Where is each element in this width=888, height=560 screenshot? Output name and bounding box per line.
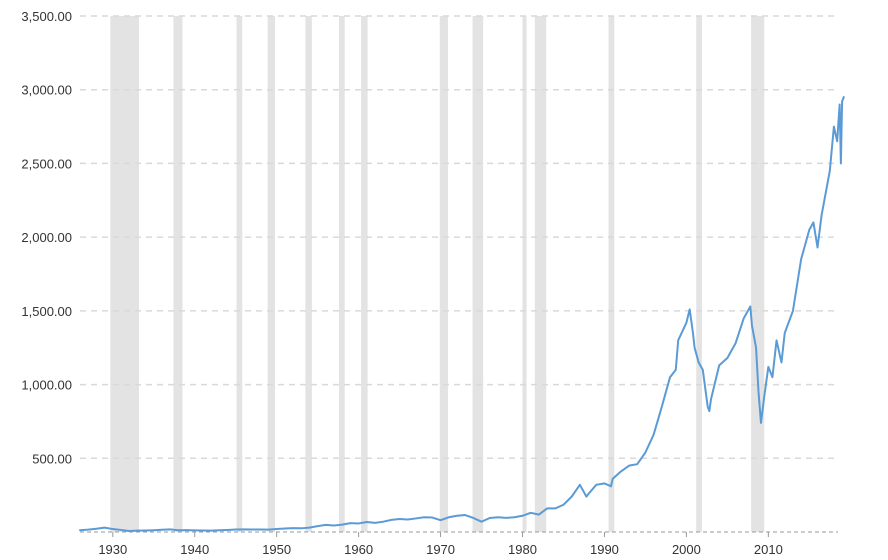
- x-tick-label: 1980: [508, 542, 537, 557]
- x-tick-label: 1930: [98, 542, 127, 557]
- x-tick-label: 1970: [426, 542, 455, 557]
- recession-band: [439, 16, 448, 532]
- x-tick-label: 2000: [672, 542, 701, 557]
- recession-band: [534, 16, 547, 532]
- y-tick-label: 2,000.00: [21, 230, 72, 245]
- y-tick-label: 2,500.00: [21, 156, 72, 171]
- recession-bands: [110, 16, 765, 532]
- x-tick-label: 1960: [344, 542, 373, 557]
- recession-band: [472, 16, 484, 532]
- recession-band: [696, 16, 702, 532]
- recession-band: [236, 16, 243, 532]
- x-axis: 1930 1940 1950 1960 1970 1980 1990 2000 2010: [80, 531, 838, 557]
- gridlines: [80, 15, 838, 460]
- y-tick-label: 3,500.00: [21, 9, 72, 24]
- recession-band: [361, 16, 368, 532]
- recession-band: [608, 16, 615, 532]
- recession-band: [267, 16, 276, 532]
- y-tick-label: 1,500.00: [21, 304, 72, 319]
- recession-band: [173, 16, 183, 532]
- x-tick-label: 1950: [262, 542, 291, 557]
- x-tick-label: 1940: [180, 542, 209, 557]
- recession-band: [110, 16, 140, 532]
- series-layer: [79, 96, 845, 532]
- y-tick-label: 3,000.00: [21, 83, 72, 98]
- x-tick-label: 2010: [754, 542, 783, 557]
- recession-band: [305, 16, 312, 532]
- recession-band: [751, 16, 765, 532]
- y-tick-label: 500.00: [32, 451, 72, 466]
- y-axis: 500.00 1,000.00 1,500.00 2,000.00 2,500.00 3,…: [21, 9, 72, 466]
- y-tick-label: 1,000.00: [21, 378, 72, 393]
- series-line: [79, 96, 845, 532]
- recession-band: [338, 16, 345, 532]
- recession-band: [522, 16, 527, 532]
- x-tick-label: 1990: [590, 542, 619, 557]
